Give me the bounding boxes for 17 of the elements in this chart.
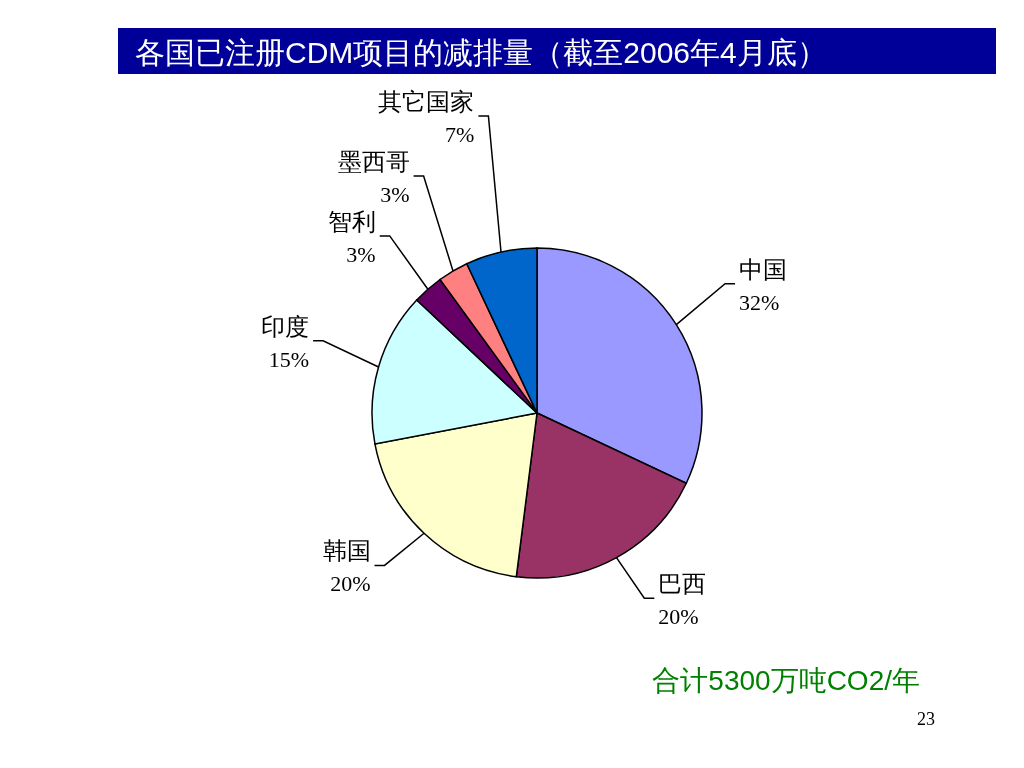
- text: 23: [917, 709, 935, 729]
- text: 合计5300万吨CO2/年: [652, 665, 920, 696]
- slice-label: 其它国家: [378, 88, 475, 115]
- data-label: 20%: [330, 571, 371, 597]
- data-label: 7%: [445, 121, 475, 147]
- data-label: 20%: [658, 604, 699, 630]
- slice-label: 智利: [327, 208, 376, 235]
- chart-title: 各国已注册CDM项目的减排量（截至2006年4月底）: [135, 36, 827, 69]
- slice-label: 中国: [739, 256, 788, 283]
- data-label: 15%: [268, 346, 310, 372]
- data-label: 3%: [380, 181, 410, 207]
- slice-label: 墨西哥: [337, 148, 410, 175]
- slice-label: 印度: [261, 313, 310, 340]
- slice-label: 巴西: [658, 571, 707, 598]
- data-label: 32%: [739, 289, 780, 315]
- slice-label: 韩国: [322, 538, 371, 565]
- data-label: 3%: [346, 241, 376, 267]
